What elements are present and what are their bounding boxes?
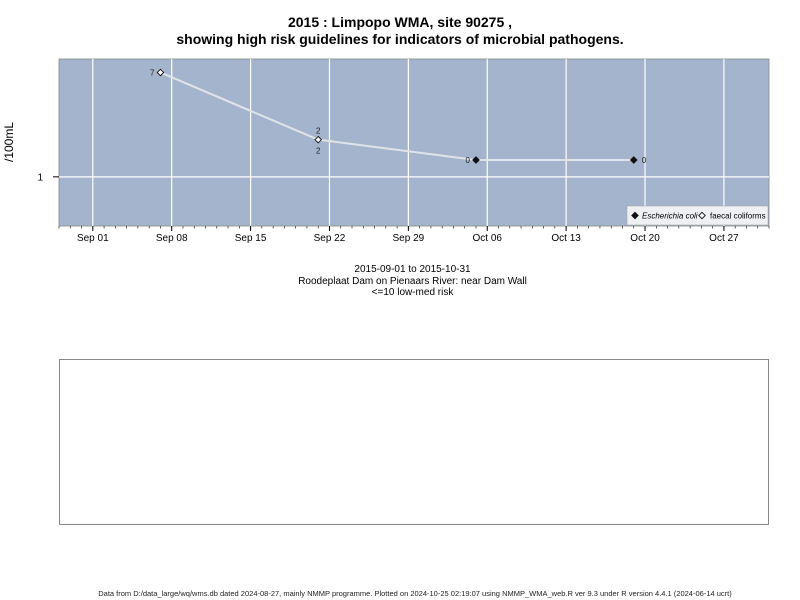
- x-tick-label: Sep 29: [393, 233, 425, 244]
- chart: Sep 01 Sep 08 Sep 15 Sep 22 Sep 29 Oct 06 Oct …: [2, 58, 770, 244]
- series-points: 0 0 7 2 2: [150, 68, 647, 165]
- footer-note: Data from D:/data_large/wq/wms.db dated …: [98, 589, 732, 598]
- legend-label-ecoli: Escherichia coli: [642, 212, 698, 221]
- ecoli-point: [472, 156, 480, 164]
- axes: Sep 01 Sep 08 Sep 15 Sep 22 Sep 29 Oct 06 Oct …: [2, 122, 770, 244]
- y-tick-label: 1: [37, 172, 43, 183]
- data-label: 0: [466, 156, 471, 165]
- legend: Escherichia coli faecal coliforms: [626, 205, 769, 226]
- data-label: 2: [316, 127, 321, 136]
- plot-panel: [58, 58, 770, 227]
- data-label: 2: [316, 147, 321, 156]
- x-tick-label: Sep 08: [156, 233, 188, 244]
- data-label: 0: [642, 156, 647, 165]
- series-line: [160, 71, 319, 141]
- x-tick-label: Sep 22: [314, 233, 346, 244]
- legend-box: [626, 205, 769, 226]
- grid: [59, 59, 769, 226]
- legend-label-faecal: faecal coliforms: [710, 212, 766, 221]
- ecoli-point: [629, 156, 638, 164]
- chart-title-line2: showing high risk guidelines for indicat…: [176, 31, 624, 47]
- data-label: 7: [150, 68, 155, 77]
- series-lines: [160, 71, 634, 161]
- x-tick-label: Oct 06: [473, 233, 503, 244]
- x-tick-label: Oct 20: [630, 233, 660, 244]
- date-range: 2015-09-01 to 2015-10-31: [354, 264, 471, 275]
- legend-marker-ecoli: [631, 211, 639, 220]
- faecal-point: [314, 135, 323, 144]
- legend-marker-faecal: [698, 211, 706, 220]
- x-tick-label: Oct 27: [709, 233, 739, 244]
- x-tick-label: Oct 13: [551, 233, 581, 244]
- location: Roodeplaat Dam on Pienaars River: near D…: [298, 276, 527, 287]
- faecal-point: [156, 68, 165, 77]
- chart-title-line1: 2015 : Limpopo WMA, site 90275 ,: [287, 14, 513, 30]
- y-axis-label: /100mL: [2, 122, 16, 162]
- empty-panel: [59, 359, 769, 525]
- x-tick-label: Sep 01: [77, 233, 109, 244]
- x-tick-label: Sep 15: [235, 233, 267, 244]
- series-connector: [318, 138, 477, 161]
- risk-level: <=10 low-med risk: [371, 287, 454, 298]
